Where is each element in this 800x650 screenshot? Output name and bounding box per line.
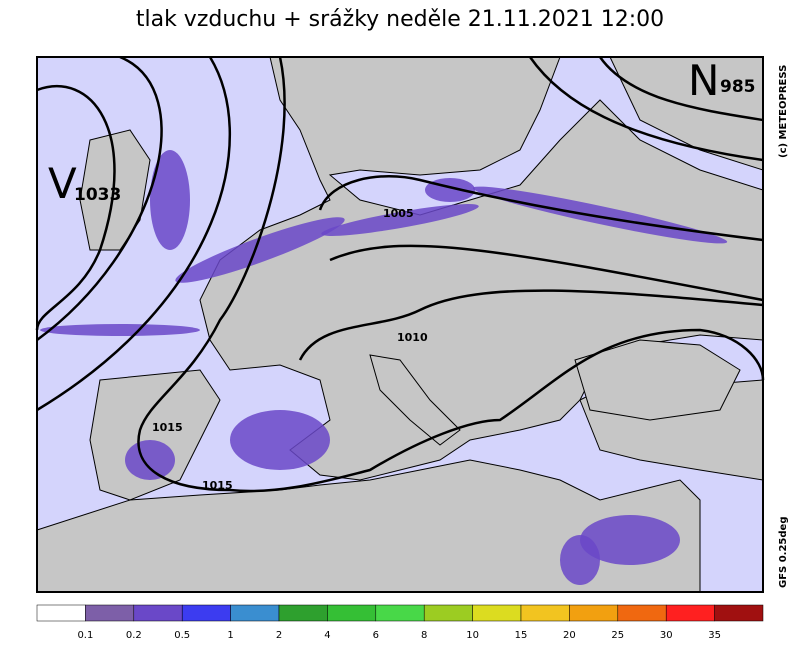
legend-label: 20	[563, 630, 576, 641]
isobar-label: 1015	[202, 479, 233, 492]
legend-label: 8	[421, 630, 427, 641]
legend-label: 6	[373, 630, 379, 641]
black-sea	[574, 339, 741, 421]
precipitation	[40, 150, 728, 585]
legend-swatch	[36, 604, 86, 622]
legend-swatch	[133, 604, 183, 622]
legend-swatch	[423, 604, 473, 622]
legend-label: 35	[708, 630, 721, 641]
legend-label: 30	[660, 630, 673, 641]
africa	[36, 459, 701, 593]
legend-label: 0.5	[174, 630, 190, 641]
legend-swatch	[472, 604, 522, 622]
pressure-letter: V	[48, 159, 77, 208]
isobar-label: 1005	[383, 207, 414, 220]
credit: GFS 0.25deg	[778, 517, 789, 589]
iberia	[89, 369, 221, 501]
isobar-label: 1010	[397, 331, 428, 344]
legend-swatch	[714, 604, 764, 622]
legend-swatch	[617, 604, 667, 622]
adriatic	[369, 354, 461, 446]
pressure-letter: N	[688, 56, 719, 105]
legend-swatch	[569, 604, 619, 622]
legend-label: 10	[466, 630, 479, 641]
map-title: tlak vzduchu + srážky neděle 21.11.2021 …	[136, 7, 664, 32]
legend-swatch	[85, 604, 135, 622]
legend-swatch	[230, 604, 280, 622]
map-area	[35, 55, 765, 593]
legend-swatch	[665, 604, 715, 622]
credit: (c) METEOPRESS	[778, 65, 789, 158]
pressure-value: 985	[720, 77, 756, 97]
legend-swatch	[278, 604, 328, 622]
legend: 0.1 0.2 0.5 1 2 4 6 8 10 15 20 25 30 35	[36, 604, 764, 641]
legend-label: 1	[227, 630, 233, 641]
legend-label: 15	[515, 630, 528, 641]
legend-swatch	[327, 604, 377, 622]
legend-swatch	[375, 604, 425, 622]
legend-label: 25	[611, 630, 624, 641]
legend-label: 4	[324, 630, 330, 641]
legend-swatch	[520, 604, 570, 622]
pressure-value: 1033	[74, 185, 121, 205]
legend-label: 2	[276, 630, 282, 641]
isobar-label: 1015	[152, 421, 183, 434]
legend-label: 0.1	[77, 630, 93, 641]
legend-label: 0.2	[126, 630, 142, 641]
isobars	[35, 55, 765, 493]
legend-swatch	[181, 604, 231, 622]
